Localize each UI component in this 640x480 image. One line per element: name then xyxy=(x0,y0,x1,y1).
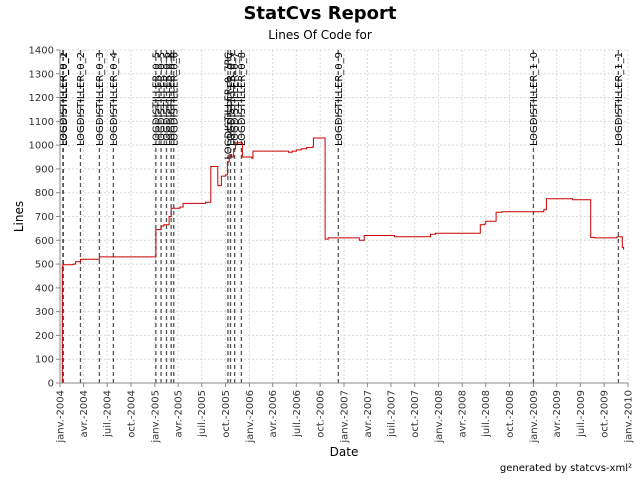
x-tick-label: juil.-2009 xyxy=(576,390,587,438)
x-tick-label: avr.-2006 xyxy=(268,390,279,437)
y-tick-label: 100 xyxy=(35,355,54,366)
x-tick-label: janv.-2007 xyxy=(340,390,351,444)
y-tick-label: 200 xyxy=(35,331,54,342)
y-tick-label: 400 xyxy=(35,283,54,294)
x-tick-label: janv.-2010 xyxy=(624,390,635,444)
x-tick-label: janv.-2006 xyxy=(245,390,256,444)
release-tags: LOGDISTILLER_0_1LOGDISTILLER_0_2LOGDISTI… xyxy=(58,50,625,383)
y-tick-label: 1400 xyxy=(29,46,54,57)
x-tick-label: juil.-2005 xyxy=(197,390,208,438)
y-tick-label: 800 xyxy=(35,188,54,199)
x-tick-label: oct.-2004 xyxy=(127,390,138,438)
x-tick-label: oct.-2009 xyxy=(600,390,611,438)
x-tick-label: avr.-2007 xyxy=(363,390,374,437)
y-tick-label: 500 xyxy=(35,260,54,271)
y-tick-label: 300 xyxy=(35,307,54,318)
tag-label: LOGDISTILLER_0_2 xyxy=(59,52,70,146)
y-tick-label: 1200 xyxy=(29,93,54,104)
chart-title: StatCvs Report xyxy=(243,3,397,24)
x-tick-label: juil.-2006 xyxy=(292,390,303,438)
x-tick-label: juil.-2004 xyxy=(103,390,114,438)
x-tick-label: avr.-2004 xyxy=(79,390,90,437)
tag-label: LOGDISTILLER_0_5 xyxy=(151,52,162,146)
y-tick-label: 600 xyxy=(35,236,54,247)
y-tick-label: 1300 xyxy=(29,69,54,80)
x-tick-label: oct.-2007 xyxy=(410,390,421,438)
tag-label: LOGDISTILLER_0_6 xyxy=(162,52,173,146)
tag-label: LOGDISTILLER_0_3 xyxy=(95,52,106,146)
x-tick-label: avr.-2009 xyxy=(552,390,563,437)
tag-label: LOGDISTILLER_0_2 xyxy=(76,52,87,146)
x-tick-label: oct.-2005 xyxy=(221,390,232,438)
y-tick-label: 700 xyxy=(35,212,54,223)
chart-subtitle: Lines Of Code for xyxy=(268,28,372,42)
tag-label: LOGDISTILLER_0_6 xyxy=(167,52,178,146)
tag-label: LOGDISTILLER_0_5 xyxy=(157,52,168,146)
x-tick-label: oct.-2006 xyxy=(316,390,327,438)
series-group xyxy=(61,137,625,383)
x-tick-label: juil.-2007 xyxy=(386,390,397,438)
x-tick-label: janv.-2004 xyxy=(56,390,67,444)
x-axis-label: Date xyxy=(330,445,359,459)
tag-label: LOGDISTILLER_1_1 xyxy=(614,52,625,146)
y-axis-label: Lines xyxy=(12,201,26,232)
y-tick-label: 900 xyxy=(35,164,54,175)
axes: 0 100 200 300 400 500 600 700 800 900 1000 1100 1200… xyxy=(29,46,635,444)
x-tick-label: janv.-2008 xyxy=(434,390,445,444)
tag-label: LOGDISTILLER_0_7 xyxy=(230,52,241,146)
footer-credit: generated by statcvs-xml² xyxy=(499,463,632,474)
y-tick-label: 0 xyxy=(48,379,54,390)
x-tick-label: avr.-2005 xyxy=(174,390,185,437)
lines-of-code-series-line xyxy=(61,137,625,383)
x-tick-label: oct.-2008 xyxy=(505,390,516,438)
tag-label: LOGDISTILLER_0_6 xyxy=(169,52,180,146)
grid-lines xyxy=(59,49,629,384)
x-tick-label: avr.-2008 xyxy=(458,390,469,437)
tag-label: LOGDISTILLER_1_0 xyxy=(529,52,540,146)
x-tick-label: juil.-2008 xyxy=(481,390,492,438)
tag-label: LOGDISTILLER_0_9 xyxy=(334,52,345,146)
tag-label: LOGDISTILLER_0_7RC xyxy=(223,52,234,159)
tag-label: LOGDISTILLER_0_4 xyxy=(109,52,120,146)
y-tick-label: 1000 xyxy=(29,141,54,152)
x-tick-label: janv.-2009 xyxy=(529,390,540,444)
tag-label: LOGDISTILLER_0_7 xyxy=(226,52,237,146)
tag-label: LOGDISTILLER_0_8 xyxy=(237,52,248,146)
x-tick-label: janv.-2005 xyxy=(150,390,161,444)
y-tick-label: 1100 xyxy=(29,117,54,128)
